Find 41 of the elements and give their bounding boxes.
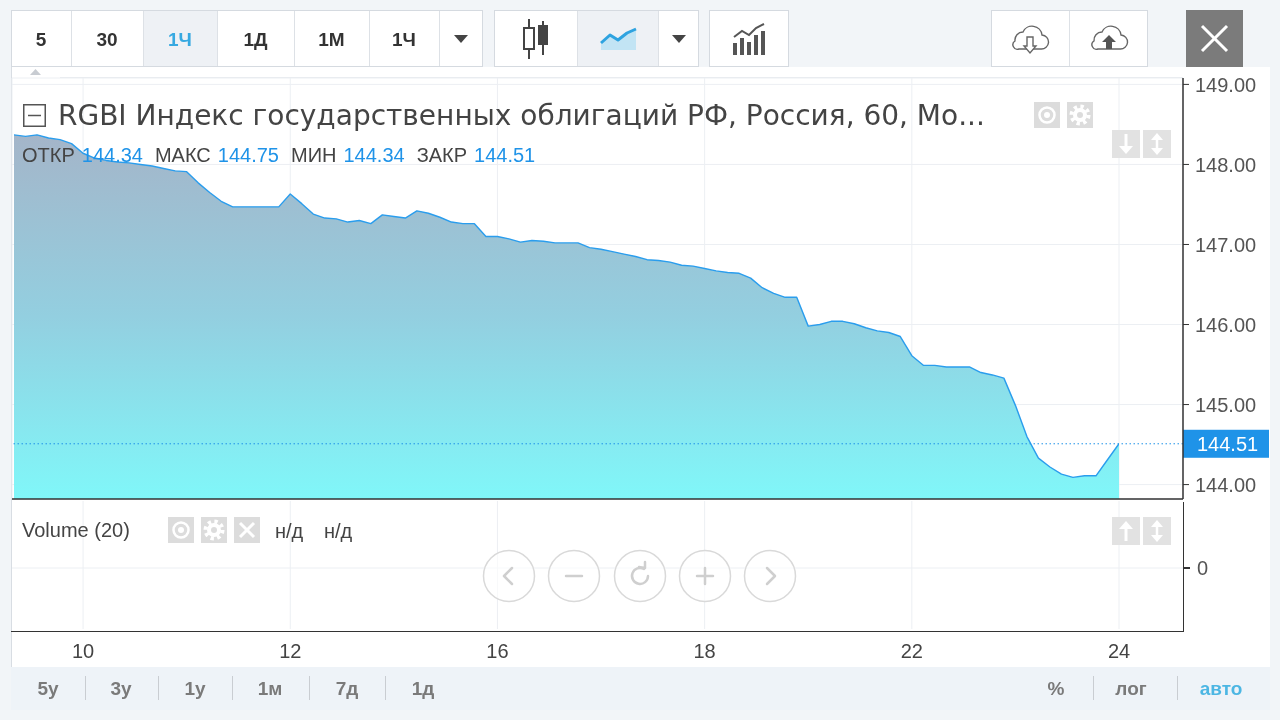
x-tick-label: 24	[1107, 640, 1131, 662]
annotation: 144.34	[343, 144, 405, 166]
text: 1Ч	[392, 28, 416, 50]
text: н/д	[275, 520, 304, 542]
text: 1Ч	[168, 28, 192, 50]
y-tick-label: 149.00	[1195, 73, 1257, 96]
annotation: ОТКР	[22, 144, 75, 166]
text: 1м	[257, 677, 283, 699]
y-tick-label: 144.00	[1195, 473, 1257, 496]
y-tick-label: 147.00	[1195, 233, 1257, 256]
text: 7д	[335, 677, 359, 699]
text: н/д	[324, 520, 353, 542]
text: Volume (20)	[22, 519, 130, 541]
text: авто	[1199, 677, 1243, 699]
text: 1М	[318, 28, 345, 50]
text: 1д	[411, 677, 435, 699]
text: 5	[35, 28, 47, 50]
y-tick-label: 148.00	[1195, 153, 1257, 176]
text: лог	[1115, 677, 1147, 699]
x-tick-label: 10	[71, 640, 95, 662]
text: RGBI Индекс государственных облигаций РФ, Россия, 60, Мо...	[58, 99, 985, 132]
x-tick-label: 12	[279, 640, 302, 662]
x-tick-label: 16	[486, 640, 509, 662]
annotation: 144.75	[217, 144, 279, 166]
text: 1Д	[243, 28, 268, 50]
text: 30	[96, 28, 118, 50]
annotation: ЗАКР	[416, 144, 468, 166]
text: %	[1047, 677, 1065, 699]
text: 3у	[110, 677, 132, 699]
annotation: МИН	[290, 144, 337, 166]
ref-line-label: 144.51	[1197, 432, 1259, 455]
x-tick-label: 22	[900, 640, 923, 662]
x-tick-label: 18	[693, 640, 716, 662]
annotation: 144.34	[81, 144, 143, 166]
text: 1у	[184, 677, 206, 699]
y-tick-label: 146.00	[1195, 313, 1257, 336]
text: 0	[1197, 557, 1209, 579]
annotation: 144.51	[474, 144, 536, 166]
annotation: МАКС	[154, 144, 211, 166]
y-tick-label: 145.00	[1195, 393, 1257, 416]
text: 5у	[37, 677, 59, 699]
